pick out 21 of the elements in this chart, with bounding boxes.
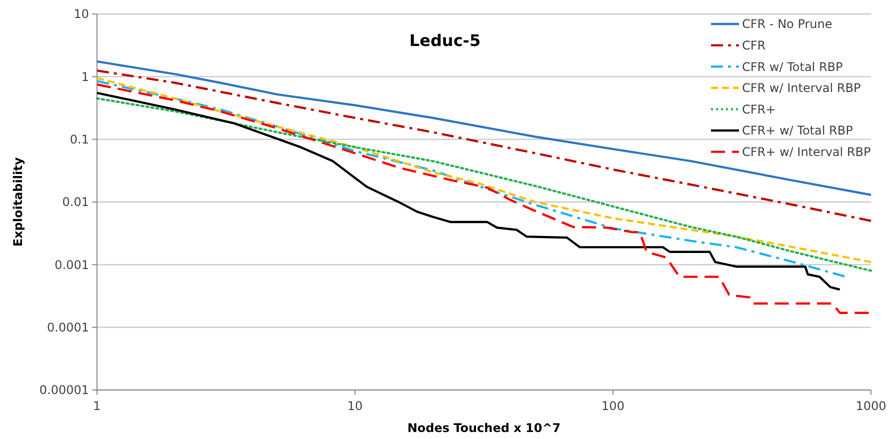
y-tick-label: 0.1 [70, 132, 89, 147]
y-tick-label: 10 [74, 7, 89, 22]
text: Leduc-5 [409, 31, 481, 50]
legend-label: CFR+ w/ Interval RBP [742, 145, 871, 159]
y-tick-label: 1 [81, 70, 89, 84]
legend-label: CFR w/ Interval RBP [742, 81, 861, 96]
x-axis-title: Nodes Touched x 10^7 [407, 421, 561, 435]
x-tick-label: 1 [93, 399, 101, 413]
legend-label: CFR w/ Total RBP [742, 60, 843, 74]
legend-label: CFR+ [742, 102, 776, 116]
x-tick-label: 1000 [856, 399, 886, 413]
y-tick-label: 0.001 [54, 258, 89, 272]
x-tick-label: 10 [347, 399, 363, 413]
y-axis-title: Exploitability [11, 157, 25, 247]
legend-label: CFR [742, 38, 766, 52]
x-tick-label: 100 [602, 399, 624, 413]
y-tick-label: 0.00001 [39, 383, 89, 398]
legend-label: CFR - No Prune [742, 17, 832, 32]
y-tick-label: 0.01 [62, 195, 89, 210]
y-tick-label: 0.0001 [47, 320, 89, 335]
legend-label: CFR+ w/ Total RBP [742, 124, 853, 138]
